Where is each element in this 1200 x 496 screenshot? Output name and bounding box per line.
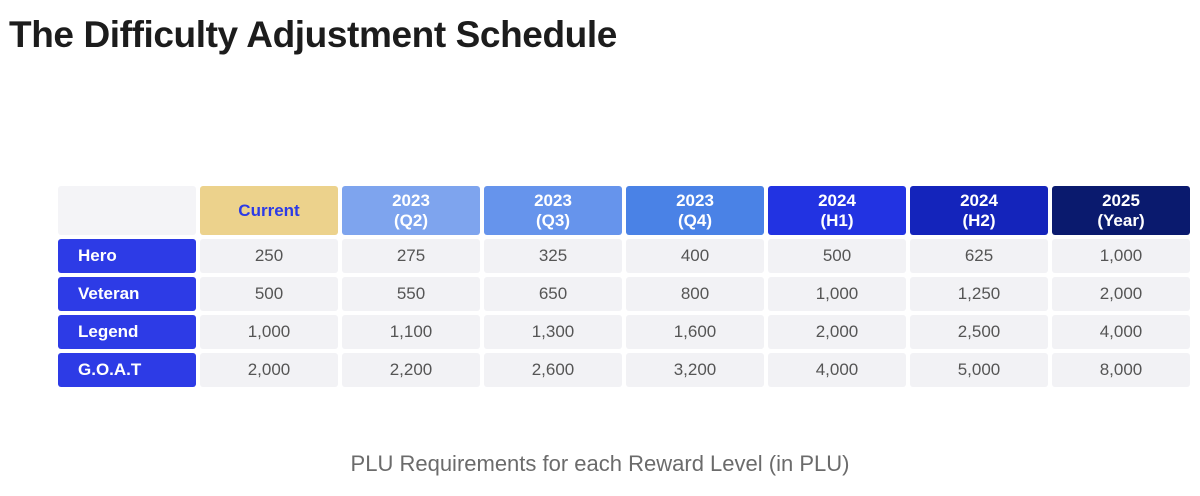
column-header-line1: 2023 [534,190,572,210]
table-corner [58,186,196,235]
table-cell: 1,100 [342,315,480,349]
table-cell: 550 [342,277,480,311]
column-header: 2023 (Q2) [342,186,480,235]
table-cell: 1,000 [200,315,338,349]
table-cell: 1,300 [484,315,622,349]
table-cell: 800 [626,277,764,311]
table-cell: 325 [484,239,622,273]
table-cell: 4,000 [768,353,906,387]
page-title: The Difficulty Adjustment Schedule [9,14,617,55]
table-cell: 5,000 [910,353,1048,387]
table-cell: 275 [342,239,480,273]
table-cell: 2,000 [768,315,906,349]
table-cell: 3,200 [626,353,764,387]
table-cell: 1,000 [768,277,906,311]
table-cell: 1,250 [910,277,1048,311]
column-header-line1: 2025 [1102,190,1140,210]
column-header: 2024 (H2) [910,186,1048,235]
column-header-line2: (Q3) [536,210,570,230]
table-cell: 250 [200,239,338,273]
column-header-line2: (Q2) [394,210,428,230]
table-cell: 500 [768,239,906,273]
column-header: 2023 (Q4) [626,186,764,235]
column-header-line1: 2023 [392,190,430,210]
row-label: Legend [58,315,196,349]
table-cell: 2,600 [484,353,622,387]
column-header-line1: 2024 [818,190,856,210]
column-header: Current [200,186,338,235]
difficulty-schedule-table: Current 2023 (Q2) 2023 (Q3) 2023 (Q4) 2024 (H1) 2… [58,186,1190,387]
column-header: 2025 (Year) [1052,186,1190,235]
table-cell: 2,000 [200,353,338,387]
table-cell: 8,000 [1052,353,1190,387]
column-header-line2: (H1) [820,210,854,230]
table-cell: 1,600 [626,315,764,349]
table-cell: 625 [910,239,1048,273]
column-header-line1: 2024 [960,190,998,210]
table-cell: 2,000 [1052,277,1190,311]
row-label: Veteran [58,277,196,311]
column-header-line2: (H2) [962,210,996,230]
table-cell: 500 [200,277,338,311]
table-cell: 2,500 [910,315,1048,349]
column-header-line1: 2023 [676,190,714,210]
table-caption: PLU Requirements for each Reward Level (… [350,451,850,476]
column-header-line1: Current [238,200,300,220]
table-cell: 400 [626,239,764,273]
row-label: Hero [58,239,196,273]
table-cell: 650 [484,277,622,311]
column-header-line2: (Q4) [678,210,712,230]
table-cell: 4,000 [1052,315,1190,349]
column-header: 2023 (Q3) [484,186,622,235]
table-cell: 1,000 [1052,239,1190,273]
column-header: 2024 (H1) [768,186,906,235]
column-header-line2: (Year) [1097,210,1145,230]
row-label: G.O.A.T [58,353,196,387]
table-cell: 2,200 [342,353,480,387]
